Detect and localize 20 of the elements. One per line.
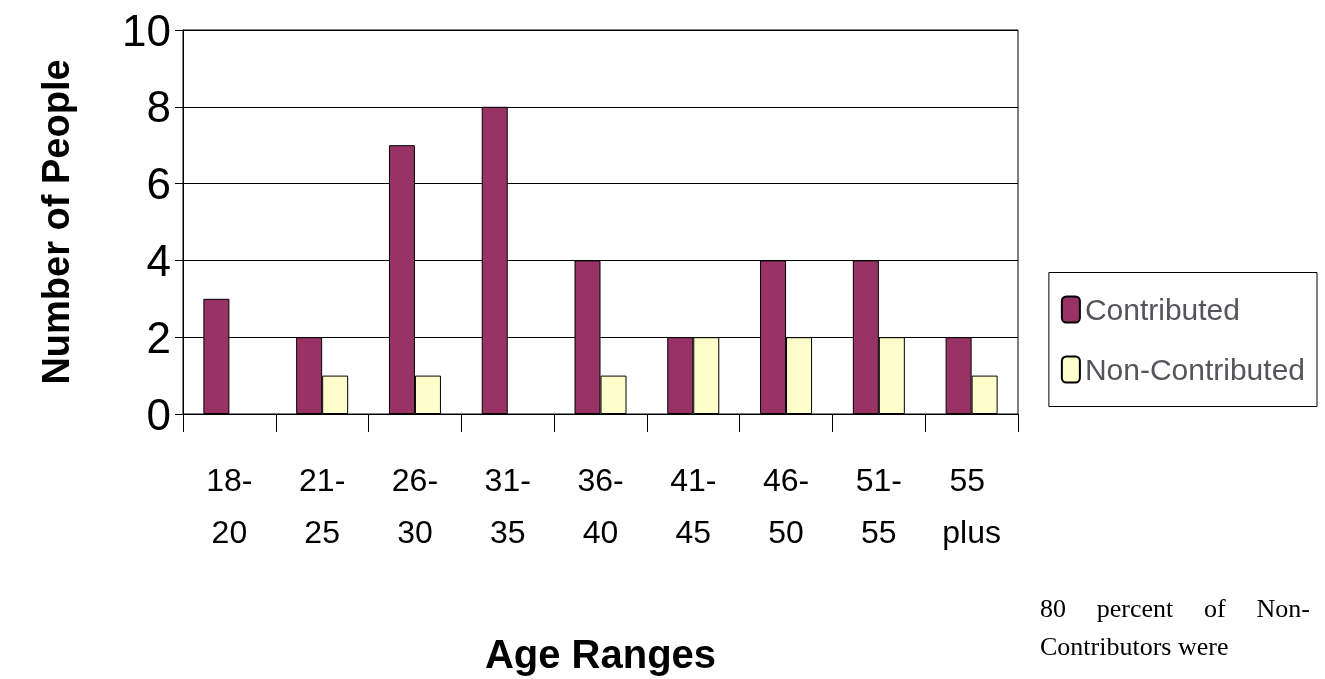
x-axis-title: Age Ranges	[484, 632, 717, 676]
y-tick-label: 6	[146, 159, 171, 209]
y-tick-label: 0	[146, 389, 171, 439]
x-tick-label: 36-40	[577, 462, 624, 550]
x-tick-label: 51-55	[855, 462, 902, 550]
x-tick-label: 55 plus	[942, 462, 1001, 550]
x-tick-label: 18-20	[206, 462, 253, 550]
x-tick-label: 46-50	[762, 462, 810, 550]
y-tick-label: 4	[146, 235, 171, 285]
text: 80 percent of Non-Contributors were	[1040, 593, 1310, 663]
y-axis-title: Number of People	[35, 59, 77, 385]
y-tick-label: 10	[122, 5, 171, 55]
y-tick-label: 8	[146, 82, 171, 132]
legend-label: Non-Contributed	[1084, 353, 1305, 386]
x-tick-label: 31-35	[484, 462, 531, 550]
y-tick-label: 2	[146, 312, 171, 362]
x-tick-label: 26-30	[391, 462, 439, 550]
legend-label: Contributed	[1084, 293, 1240, 326]
x-tick-label: 41-45	[670, 462, 717, 550]
x-tick-label: 21-25	[299, 462, 346, 550]
